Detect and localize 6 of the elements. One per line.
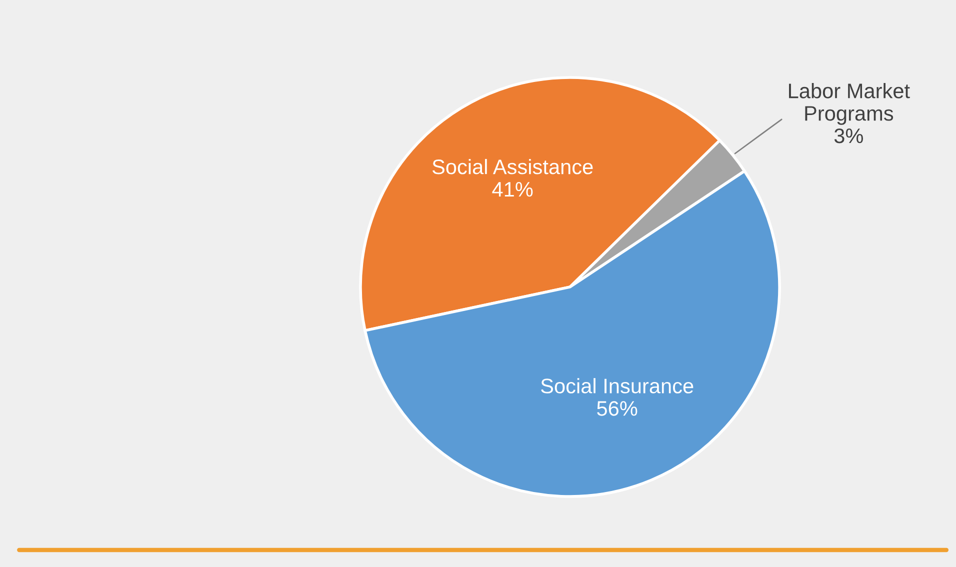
data-label: 56% — [597, 401, 638, 416]
data-label: 3% — [834, 128, 863, 144]
slice-label: Social Assistance — [432, 158, 593, 174]
slice-label: Labor Market Programs — [789, 83, 910, 125]
slice-label: Social Insurance — [541, 378, 694, 394]
data-label: 41% — [492, 182, 533, 197]
